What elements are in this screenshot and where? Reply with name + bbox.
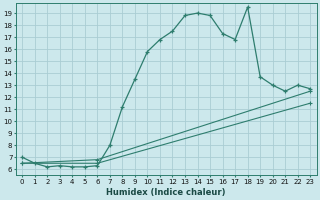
X-axis label: Humidex (Indice chaleur): Humidex (Indice chaleur)	[107, 188, 226, 197]
